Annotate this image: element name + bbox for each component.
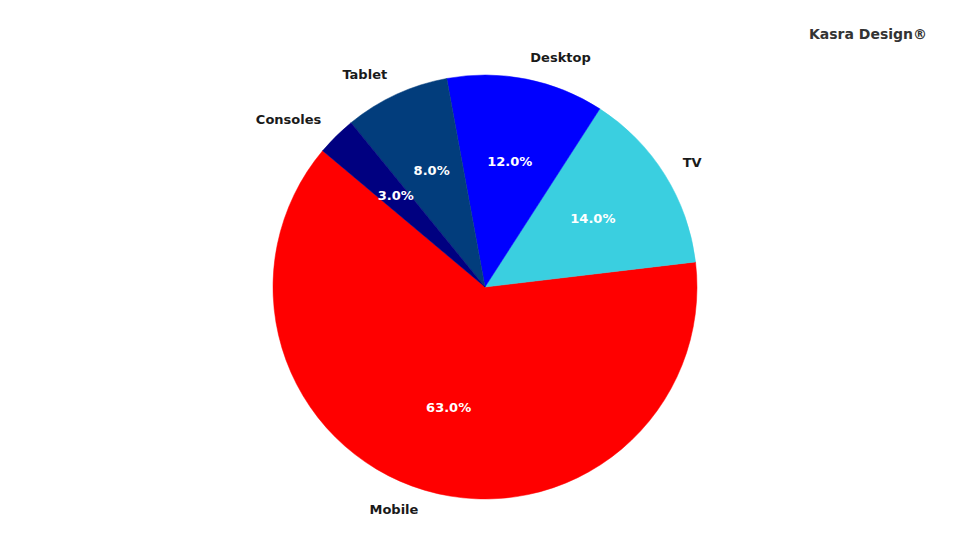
category-label: Desktop — [530, 50, 590, 65]
chart: Kasra Design® Mobile 63.0% TV 14.0% Desktop 12… — [0, 0, 970, 540]
labels: Mobile 63.0% TV 14.0% Desktop 12.0% Tablet 8.0%… — [256, 50, 702, 517]
value-label: 14.0% — [570, 211, 615, 226]
category-label: Consoles — [256, 112, 322, 127]
category-label: Tablet — [342, 67, 387, 82]
value-label: 3.0% — [378, 188, 414, 203]
category-label: Mobile — [369, 502, 418, 517]
slices — [273, 75, 697, 499]
value-label: 63.0% — [426, 400, 471, 415]
value-label: 12.0% — [487, 154, 532, 169]
category-label: TV — [683, 155, 702, 170]
value-label: 8.0% — [414, 163, 450, 178]
annotation: Kasra Design® — [809, 26, 927, 42]
slice — [323, 123, 485, 287]
background — [0, 0, 970, 540]
